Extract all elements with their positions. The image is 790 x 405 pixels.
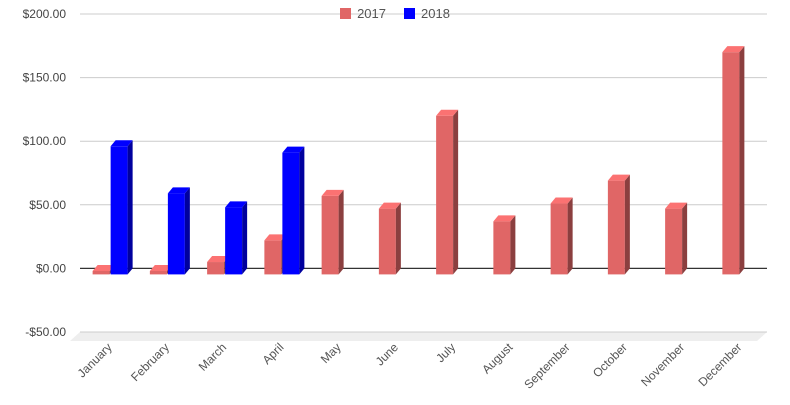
legend-swatch-2017: [340, 8, 352, 19]
bar-top-2017-april: [264, 234, 287, 241]
x-tick-label-october: October: [590, 340, 630, 380]
bar-2018-april: [282, 152, 300, 275]
x-tick-label-november: November: [638, 340, 687, 389]
bar-side-2018-january: [127, 140, 133, 275]
bar-side-2017-september: [567, 197, 573, 275]
bar-2017-november: [665, 208, 683, 275]
x-tick-label-august: August: [479, 340, 516, 377]
bar-top-2017-december: [722, 46, 745, 53]
bar-top-2017-july: [436, 109, 459, 116]
bar-2017-january: [92, 270, 110, 275]
legend-label-2017: 2017: [357, 6, 386, 21]
x-tick-label-december: December: [695, 340, 744, 389]
bar-2017-october: [607, 180, 625, 275]
bar-side-2017-july: [453, 109, 459, 275]
bar-2018-march: [225, 207, 243, 275]
bar-2017-february: [149, 270, 167, 275]
x-tick-label-march: March: [196, 340, 229, 373]
bar-top-2017-june: [378, 202, 401, 209]
y-tick-label: $0.00: [36, 261, 66, 275]
x-tick-label-september: September: [521, 340, 572, 391]
bar-side-2017-october: [624, 174, 630, 275]
bar-side-2017-november: [682, 202, 688, 275]
bar-side-2018-february: [184, 187, 190, 275]
bar-2017-june: [378, 208, 396, 275]
bar-top-2017-november: [665, 202, 688, 209]
bar-side-2017-may: [338, 189, 344, 275]
bar-side-2018-april: [299, 146, 305, 275]
bar-top-2018-march: [225, 201, 248, 208]
legend-swatch-2018: [404, 8, 415, 19]
x-tick-label-june: June: [373, 340, 402, 369]
bar-2017-september: [550, 203, 568, 275]
bar-top-2018-february: [167, 187, 190, 194]
bar-top-2017-february: [149, 264, 172, 271]
bar-2017-may: [321, 195, 339, 275]
bar-side-2018-march: [242, 201, 248, 275]
bar-top-2017-august: [493, 215, 516, 222]
chart-floor: [70, 332, 767, 341]
y-tick-label: $200.00: [23, 7, 67, 21]
bar-top-2017-march: [207, 256, 230, 263]
bar-top-2017-september: [550, 197, 573, 204]
legend: 2017 2018: [0, 6, 790, 21]
x-tick-label-may: May: [318, 340, 344, 366]
bar-2018-february: [167, 193, 185, 275]
bar-2017-march: [207, 262, 225, 275]
bar-2017-december: [722, 52, 740, 275]
bar-side-2017-december: [739, 46, 745, 275]
x-tick-label-january: January: [75, 340, 115, 380]
legend-item-2017[interactable]: 2017: [340, 6, 386, 21]
bar-top-2017-may: [321, 189, 344, 196]
bar-side-2017-august: [510, 215, 516, 275]
bar-2017-august: [493, 221, 511, 275]
y-tick-label: $50.00: [29, 198, 66, 212]
y-tick-label: $150.00: [23, 71, 67, 85]
bar-2017-july: [436, 115, 454, 275]
bar-top-2018-april: [282, 146, 305, 153]
legend-label-2018: 2018: [421, 6, 450, 21]
bar-top-2018-january: [110, 140, 133, 147]
legend-item-2018[interactable]: 2018: [404, 6, 450, 21]
x-tick-label-february: February: [128, 340, 172, 384]
x-tick-label-july: July: [433, 340, 458, 365]
x-tick-label-april: April: [260, 340, 287, 367]
y-tick-label: $100.00: [23, 134, 67, 148]
bar-side-2017-june: [395, 202, 401, 275]
bar-top-2017-october: [607, 174, 630, 181]
bar-top-2017-january: [92, 264, 115, 271]
y-tick-label: -$50.00: [25, 325, 66, 339]
bar-2017-april: [264, 240, 282, 275]
bar-2018-january: [110, 146, 128, 275]
